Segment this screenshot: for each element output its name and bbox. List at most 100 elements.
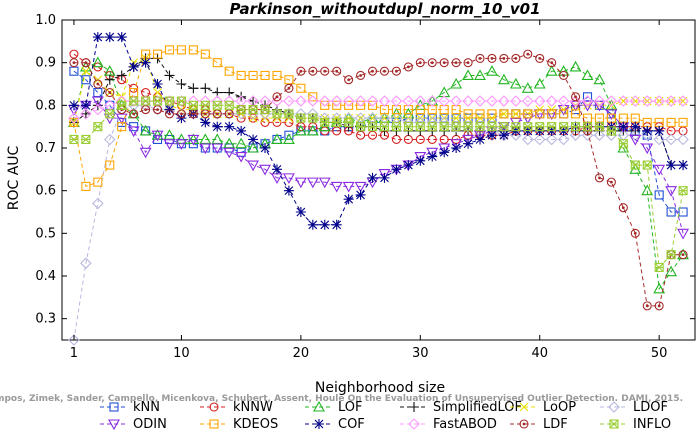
data-point-inflo: [69, 134, 79, 145]
series-knn: [69, 66, 688, 217]
series-line-simplifiedlof: [73, 57, 684, 166]
legend-marker-simplifiedlof: [409, 402, 419, 412]
data-point-knn: [678, 207, 688, 217]
data-point-inflo: [451, 122, 461, 132]
data-point-inflo: [320, 117, 330, 127]
data-point-kdeos: [535, 109, 545, 119]
legend-marker-loop: [519, 402, 529, 412]
legend-marker-ldf: [519, 419, 529, 429]
data-point-odin: [211, 143, 224, 155]
data-point-inflo: [391, 122, 401, 132]
data-point-odin: [91, 96, 104, 108]
data-point-fastabod: [593, 95, 606, 107]
legend-label-lof: LOF: [338, 400, 363, 415]
data-point-cof: [451, 143, 462, 153]
data-point-odin: [306, 177, 319, 189]
data-point-cof: [678, 160, 689, 171]
data-point-lof: [271, 133, 283, 145]
x-axis-ticks: 1 10 20 30 40 50: [70, 20, 668, 361]
data-point-kdeos: [200, 49, 210, 59]
legend-marker-ldof: [608, 401, 620, 413]
data-point-odin: [653, 164, 666, 176]
data-point-inflo: [367, 122, 378, 132]
data-point-kdeos: [272, 70, 282, 81]
data-point-lof: [474, 69, 486, 81]
data-point-fastabod: [80, 108, 92, 120]
data-point-fastabod: [378, 95, 391, 107]
data-point-inflo: [344, 117, 354, 127]
legend-marker-inflo: [609, 419, 619, 429]
series-line-lof: [73, 62, 684, 291]
data-point-inflo: [129, 96, 139, 106]
legend-label-knnw: kNNW: [233, 400, 273, 415]
data-point-inflo: [260, 105, 270, 115]
legend-marker-odin: [108, 419, 120, 431]
legend-label-loop: LoOP: [543, 400, 576, 415]
series-inflo: [69, 96, 688, 273]
data-point-ldof: [533, 133, 546, 146]
data-point-ldf: [535, 53, 545, 63]
data-point-fastabod: [390, 95, 403, 107]
data-point-odin: [199, 143, 212, 155]
data-point-ldf: [547, 58, 557, 68]
x-tick-label: 50: [651, 346, 668, 361]
data-point-ldf: [678, 250, 688, 260]
data-point-odin: [247, 160, 260, 172]
data-point-inflo: [678, 186, 688, 196]
data-point-cof: [200, 117, 211, 128]
data-point-inflo: [332, 117, 342, 127]
data-point-lof: [450, 77, 463, 89]
data-point-inflo: [559, 122, 569, 132]
data-point-fastabod: [283, 95, 295, 107]
data-point-kdeos: [260, 70, 270, 81]
data-point-fastabod: [581, 95, 594, 107]
data-point-loop: [451, 113, 461, 123]
data-point-odin: [175, 139, 188, 150]
data-point-lof: [247, 141, 260, 153]
legend-item-kdeos: KDEOS: [200, 417, 278, 432]
data-point-ldf: [571, 92, 581, 102]
data-point-kdeos: [666, 117, 676, 127]
data-point-fastabod: [163, 95, 176, 107]
legend-label-inflo: INFLO: [633, 417, 671, 432]
data-point-fastabod: [653, 95, 665, 107]
data-point-ldf: [606, 177, 616, 187]
series-line-ldf: [73, 53, 684, 307]
legend-marker-kdeos: [209, 419, 219, 429]
data-point-fastabod: [462, 95, 474, 107]
data-point-inflo: [93, 122, 103, 132]
series-knnw: [69, 49, 688, 145]
data-point-ldf: [630, 228, 640, 238]
data-point-cof: [391, 164, 402, 175]
data-point-odin: [318, 177, 331, 189]
data-point-kdeos: [236, 70, 246, 81]
data-point-lof: [593, 73, 606, 85]
data-point-cof: [618, 121, 629, 132]
data-point-lof: [545, 65, 558, 76]
data-point-inflo: [582, 122, 593, 132]
data-point-ldf: [93, 79, 103, 89]
data-point-lof: [569, 60, 582, 72]
data-point-kdeos: [511, 109, 521, 119]
data-point-cof: [379, 172, 390, 183]
data-point-ldf: [523, 49, 533, 59]
data-point-ldof: [677, 133, 689, 146]
data-point-fastabod: [677, 95, 689, 107]
data-point-fastabod: [545, 95, 558, 107]
data-point-odin: [163, 139, 176, 150]
data-point-inflo: [618, 139, 628, 149]
data-point-kdeos: [164, 45, 175, 55]
data-point-ldof: [665, 133, 677, 146]
data-point-inflo: [487, 122, 497, 132]
data-point-cof: [224, 121, 235, 132]
data-point-knn: [654, 190, 664, 200]
legend-marker-lof: [313, 400, 325, 412]
data-point-kdeos: [547, 109, 557, 119]
data-point-cof: [343, 194, 354, 205]
data-point-ldf: [391, 66, 401, 76]
y-tick-label: 1.0: [35, 13, 56, 28]
series-line-ldof: [73, 104, 684, 341]
y-tick-label: 0.8: [35, 98, 56, 113]
data-point-inflo: [81, 134, 91, 145]
